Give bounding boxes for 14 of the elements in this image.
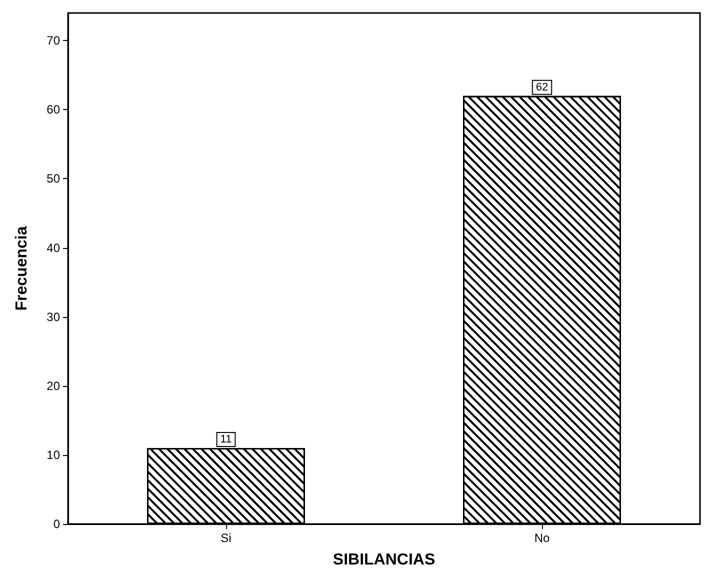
x-axis-title: SIBILANCIAS [332,552,436,568]
y-tick-label: 10 [46,448,60,462]
y-tick-label: 60 [46,102,60,117]
x-tick-label: Si [220,531,232,545]
y-axis-title: Frecuencia [14,226,30,311]
y-tick-label: 30 [46,310,60,324]
y-tick-label: 50 [46,172,60,186]
x-tick-label: No [534,531,550,545]
y-tick-label: 70 [46,34,60,48]
data-label: 62 [536,81,548,94]
y-tick-label: 20 [46,378,60,393]
y-tick-label: 40 [46,240,60,255]
data-label: 11 [220,434,232,446]
y-tick-label: 0 [53,517,60,531]
